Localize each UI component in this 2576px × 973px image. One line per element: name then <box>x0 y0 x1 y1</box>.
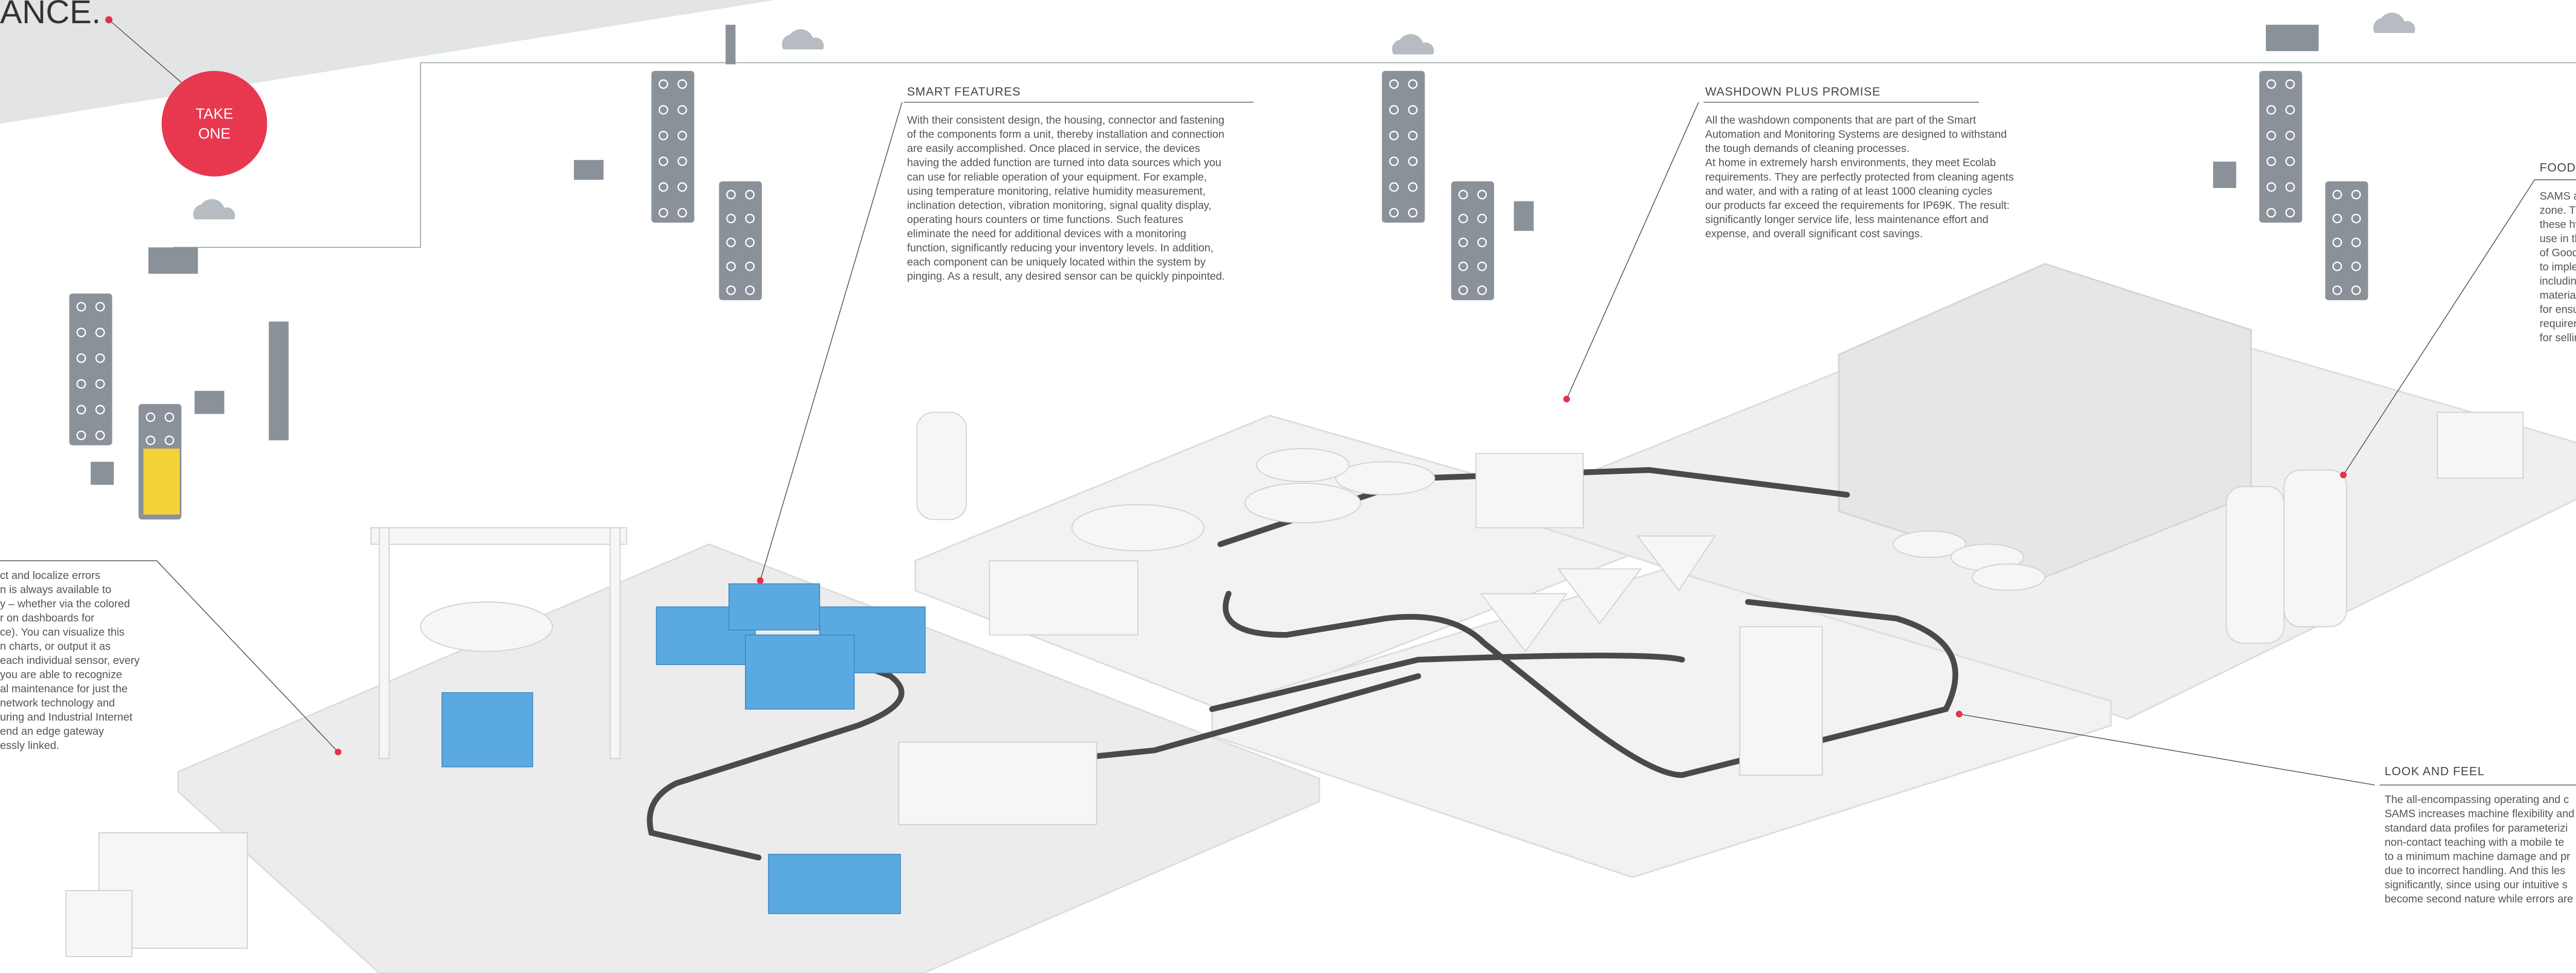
paragraph-line: expense, and overall significant cost sa… <box>1705 228 1923 240</box>
paragraph-line: to a minimum machine damage and pr <box>2384 850 2570 862</box>
paragraph-line: Automation and Monitoring Systems are de… <box>1705 129 2007 141</box>
badge-text: TAKE <box>196 106 233 123</box>
paragraph-line: of Good <box>2539 247 2576 259</box>
component <box>91 462 114 485</box>
paragraph-line: to implen <box>2539 261 2576 273</box>
paragraph-line: these hy <box>2539 218 2576 230</box>
section-title: SMART FEATURES <box>907 85 1021 98</box>
badge <box>162 71 267 177</box>
section-title: LOOK AND FEEL <box>2384 764 2484 778</box>
paragraph-line: due to incorrect handling. And this les <box>2384 865 2565 877</box>
section-title: WASHDOWN PLUS PROMISE <box>1705 85 1880 98</box>
paragraph-line: requirements. They are perfectly protect… <box>1705 171 2014 183</box>
paragraph-line: r on dashboards for <box>0 612 94 624</box>
yellow-module <box>143 449 179 515</box>
section-title: FOOD S <box>2539 161 2576 174</box>
paragraph-line: eliminate the need for additional device… <box>907 228 1186 240</box>
io-module <box>2259 71 2302 223</box>
paragraph-line: y – whether via the colored <box>0 598 130 610</box>
paragraph-line: the tough demands of cleaning processes. <box>1705 143 1910 155</box>
paragraph-line: SAMS increases machine flexibility and <box>2384 808 2574 820</box>
paragraph-line: ce). You can visualize this <box>0 626 125 638</box>
paragraph-line: network technology and <box>0 697 115 709</box>
paragraph-line: standard data profiles for parameterizi <box>2384 822 2567 834</box>
paragraph-line: materials <box>2539 289 2576 301</box>
paragraph-line: All the washdown components that are par… <box>1705 114 1976 126</box>
component <box>148 247 198 274</box>
io-module <box>2325 181 2368 300</box>
illustration: ANCE. TAKE ONE SMART FEATURES With their … <box>0 0 2576 973</box>
network-line <box>173 63 2576 248</box>
paragraph-line: each individual sensor, every <box>0 655 140 667</box>
io-module <box>69 294 112 446</box>
paragraph-line: are easily accomplished. Once placed in … <box>907 143 1200 155</box>
paragraph-line: including <box>2539 276 2576 287</box>
cloud <box>1392 34 1434 54</box>
signal-tower <box>269 321 289 440</box>
badge-text: ONE <box>198 126 230 142</box>
paragraph-line: significantly, since using our intuitive… <box>2384 879 2567 891</box>
paragraph-line: for selling <box>2539 332 2576 344</box>
paragraph-line: of the components form a unit, thereby i… <box>907 129 1224 141</box>
paragraph-line: having the added function are turned int… <box>907 157 1221 169</box>
page: {"header":{"title":"ANCE."}, "badge":{"l… <box>0 0 2576 973</box>
cloud <box>782 29 824 49</box>
paragraph-line: our products far exceed the requirements… <box>1705 199 2010 211</box>
paragraph-line: SAMS al <box>2539 190 2576 202</box>
paragraph-line: non-contact teaching with a mobile te <box>2384 837 2564 848</box>
component <box>1514 201 1533 231</box>
paragraph-line: ct and localize errors <box>0 570 100 582</box>
paragraph-line: essly linked. <box>0 740 59 752</box>
io-module <box>1382 71 1425 223</box>
paragraph-line: can use for reliable operation of your e… <box>907 171 1207 183</box>
paragraph-line: you are able to recognize <box>0 669 122 681</box>
paragraph-line: al maintenance for just the <box>0 683 128 695</box>
component <box>195 391 225 414</box>
cloud <box>193 199 235 219</box>
cloud <box>2374 13 2415 33</box>
paragraph-line: At home in extremely harsh environments,… <box>1705 157 1996 169</box>
component <box>2266 25 2318 51</box>
title: ANCE. <box>0 0 101 30</box>
paragraph-line: zone. Th <box>2539 204 2576 216</box>
paragraph-line: With their consistent design, the housin… <box>907 114 1224 126</box>
paragraph-line: function, significantly reducing your in… <box>907 242 1213 254</box>
paragraph-line: each component can be uniquely located w… <box>907 256 1206 268</box>
paragraph-line: use in th <box>2539 233 2576 245</box>
paragraph-line: and water, and with a rating of at least… <box>1705 185 1992 197</box>
paragraph-line: inclination detection, vibration monitor… <box>907 199 1211 211</box>
paragraph-line: uring and Industrial Internet <box>0 711 132 723</box>
paragraph-line: pinging. As a result, any desired sensor… <box>907 270 1225 282</box>
paragraph-line: n charts, or output it as <box>0 640 111 652</box>
paragraph-line: end an edge gateway <box>0 726 104 738</box>
paragraph-line: operating hours counters or time functio… <box>907 214 1183 226</box>
paragraph-line: become second nature while errors are <box>2384 893 2573 905</box>
component <box>574 160 604 180</box>
io-module <box>719 181 762 300</box>
io-module <box>1451 181 1494 300</box>
paragraph-line: The all-encompassing operating and c <box>2384 794 2569 806</box>
paragraph-line: requirem <box>2539 318 2576 330</box>
paragraph-line: using temperature monitoring, relative h… <box>907 185 1206 197</box>
component <box>2213 162 2236 188</box>
paragraph-line: for ensur <box>2539 304 2576 316</box>
io-module <box>651 71 694 223</box>
component <box>725 25 735 64</box>
paragraph-line: significantly longer service life, less … <box>1705 214 1989 226</box>
paragraph-line: n is always available to <box>0 584 111 595</box>
